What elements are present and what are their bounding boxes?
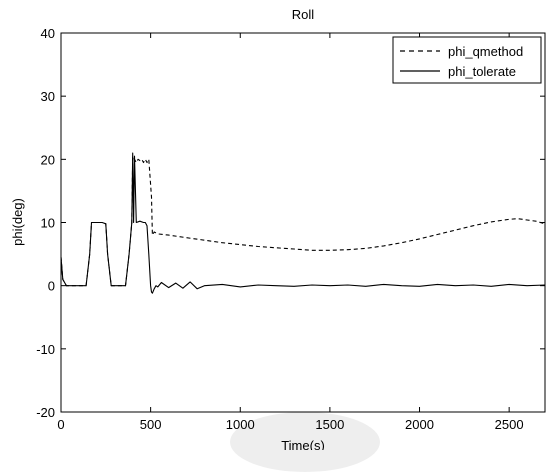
x-tick-label: 2500	[495, 417, 524, 432]
axis-ticks: 0 500 1000 1500 2000 2500 -20 -10 0 10 20 30 40	[36, 26, 545, 432]
legend-label-phi-tolerate: phi_tolerate	[448, 64, 516, 79]
x-tick-label: 0	[57, 417, 64, 432]
x-tick-label: 1000	[226, 417, 255, 432]
plot-area: 0 500 1000 1500 2000 2500 -20 -10 0 10 20 30 40	[36, 26, 546, 432]
legend-label-phi-qmethod: phi_qmethod	[448, 44, 523, 59]
chart-title: Roll	[292, 7, 315, 22]
y-tick-label: 0	[48, 279, 55, 294]
legend: phi_qmethod phi_tolerate	[392, 36, 542, 84]
roll-chart: Roll Time(s) phi(deg) 0 500 1000 1500 2000 25…	[10, 7, 546, 450]
x-tick-label: 500	[140, 417, 162, 432]
y-tick-label: 20	[41, 152, 55, 167]
y-tick-label: 10	[41, 216, 55, 231]
legend-box	[392, 36, 542, 84]
y-axis-label: phi(deg)	[10, 198, 25, 246]
plot-frame	[60, 32, 546, 413]
x-axis-label: Time(s)	[281, 438, 325, 450]
series-line-phi-tolerate	[60, 152, 546, 294]
y-tick-label: 40	[41, 26, 55, 41]
y-tick-label: -20	[36, 405, 55, 420]
x-tick-label: 1500	[315, 417, 344, 432]
x-tick-label: 2000	[405, 417, 434, 432]
y-tick-label: 30	[41, 89, 55, 104]
series-lines	[60, 152, 546, 294]
y-tick-label: -10	[36, 342, 55, 357]
